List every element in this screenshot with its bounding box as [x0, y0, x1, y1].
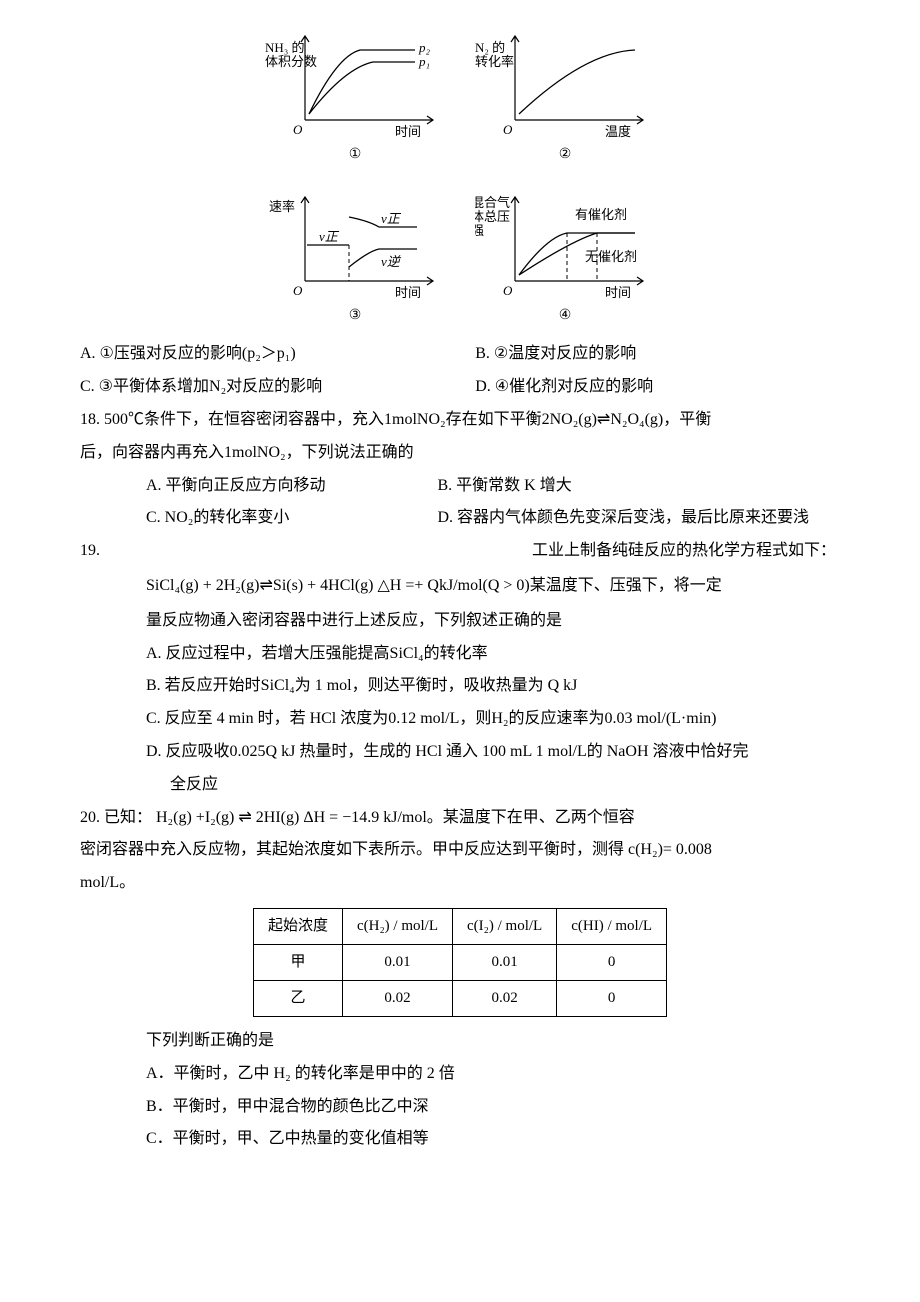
diagram-4: 混合气体总压强 有催化剂 无催化剂 O 时间 ④: [475, 191, 655, 328]
q20-optC: C．平衡时，甲、乙中热量的变化值相等: [80, 1125, 840, 1154]
q19-optC: C. 反应至 4 min 时，若 HCl 浓度为0.12 mol/L，则H₂的反…: [80, 705, 840, 734]
q19-optB: B. 若反应开始时SiCl₄为 1 mol，则达平衡时，吸收热量为 Q kJ: [80, 672, 840, 701]
q18-optD: D. 容器内气体颜色先变深后变浅，最后比原来还要浅: [437, 504, 809, 533]
d2-x: 温度: [605, 124, 631, 139]
q17-optB: B. ②温度对反应的影响: [475, 340, 840, 369]
q20-stem1: 20. 已知： H₂(g) +I₂(g) ⇌ 2HI(g) ΔH = −14.9…: [80, 804, 840, 833]
q18-row-cd: C. NO₂的转化率变小 D. 容器内气体颜色先变深后变浅，最后比原来还要浅: [80, 504, 840, 533]
td: 0: [557, 980, 667, 1016]
q18-row-ab: A. 平衡向正反应方向移动 B. 平衡常数 K 增大: [80, 472, 840, 501]
td: 乙: [253, 980, 342, 1016]
q20-table: 起始浓度 c(H₂) / mol/L c(I₂) / mol/L c(HI) /…: [253, 908, 667, 1017]
q17-diagrams: NH₃ 的体积分数 p₂ p₁ O 时间 ① N₂ 的转化率 O 温度 ②: [80, 20, 840, 336]
q17-row-ab: A. ①压强对反应的影响(p₂＞p₁) B. ②温度对反应的影响: [80, 340, 840, 369]
d1-y1: NH₃ 的体积分数: [265, 40, 317, 69]
th-1: c(H₂) / mol/L: [342, 908, 452, 944]
diagram-3: 速率 v正 v正 v逆 O 时间 ③: [265, 191, 445, 328]
q20-optB: B．平衡时，甲中混合物的颜色比乙中深: [80, 1093, 840, 1122]
q17-optA: A. ①压强对反应的影响(p₂＞p₁): [80, 340, 475, 369]
d3-circ: ③: [349, 308, 362, 323]
q20-stem3: mol/L。: [80, 869, 840, 898]
td: 0.01: [453, 944, 557, 980]
td: 0.01: [342, 944, 452, 980]
td: 0.02: [342, 980, 452, 1016]
table-row: 甲 0.01 0.01 0: [253, 944, 666, 980]
d1-x: 时间: [395, 124, 421, 139]
d1-circ: ①: [349, 147, 362, 162]
d2-y: N₂ 的转化率: [475, 40, 514, 69]
q19-stem1: 19. 工业上制备纯硅反应的热化学方程式如下：: [80, 537, 840, 566]
td: 0: [557, 944, 667, 980]
d3-v2: v正: [381, 211, 402, 226]
q19-eq: SiCl₄(g) + 2H₂(g)⇌Si(s) + 4HCl(g) △H =+ …: [80, 572, 840, 601]
d4-y: 混合气体总压强: [475, 195, 510, 238]
q17-optD: D. ④催化剂对反应的影响: [475, 373, 840, 402]
d4-circ: ④: [559, 308, 572, 323]
q18-optA: A. 平衡向正反应方向移动: [146, 472, 437, 501]
d4-x: 时间: [605, 285, 631, 300]
q20-optA: A．平衡时，乙中 H₂ 的转化率是甲中的 2 倍: [80, 1060, 840, 1089]
q18-stem2: 后，向容器内再充入1molNO₂，下列说法正确的: [80, 439, 840, 468]
q19-optD2: 全反应: [80, 771, 840, 800]
d2-o: O: [503, 122, 513, 137]
diagram-1: NH₃ 的体积分数 p₂ p₁ O 时间 ①: [265, 30, 445, 167]
q19-optA: A. 反应过程中，若增大压强能提高SiCl₄的转化率: [80, 640, 840, 669]
d3-o: O: [293, 283, 303, 298]
q18-optB: B. 平衡常数 K 增大: [437, 472, 571, 501]
d3-y: 速率: [269, 199, 295, 214]
q20-stem2: 密闭容器中充入反应物，其起始浓度如下表所示。甲中反应达到平衡时，测得 c(H₂)…: [80, 836, 840, 865]
q18-optC: C. NO₂的转化率变小: [146, 504, 437, 533]
q19-optD1: D. 反应吸收0.025Q kJ 热量时，生成的 HCl 通入 100 mL 1…: [80, 738, 840, 767]
d4-o: O: [503, 283, 513, 298]
q18-stem1: 18. 500℃条件下，在恒容密闭容器中，充入1molNO₂存在如下平衡2NO₂…: [80, 406, 840, 435]
diagram-2: N₂ 的转化率 O 温度 ②: [475, 30, 655, 167]
d1-o: O: [293, 122, 303, 137]
q19-stem2: 量反应物通入密闭容器中进行上述反应，下列叙述正确的是: [80, 607, 840, 636]
q17-row-cd: C. ③平衡体系增加N₂对反应的影响 D. ④催化剂对反应的影响: [80, 373, 840, 402]
th-3: c(HI) / mol/L: [557, 908, 667, 944]
table-row: 乙 0.02 0.02 0: [253, 980, 666, 1016]
d1-p2: p₂: [418, 40, 431, 55]
d2-circ: ②: [559, 147, 572, 162]
th-2: c(I₂) / mol/L: [453, 908, 557, 944]
d4-l1: 有催化剂: [575, 207, 627, 222]
q17-optC: C. ③平衡体系增加N₂对反应的影响: [80, 373, 475, 402]
q19-num: 19.: [80, 537, 100, 566]
th-0: 起始浓度: [253, 908, 342, 944]
td: 0.02: [453, 980, 557, 1016]
d3-v1: v正: [319, 229, 340, 244]
td: 甲: [253, 944, 342, 980]
d3-x: 时间: [395, 285, 421, 300]
d1-p1: p₁: [418, 54, 430, 69]
q19-stem-right: 工业上制备纯硅反应的热化学方程式如下：: [100, 537, 840, 566]
q20-stem4: 下列判断正确的是: [80, 1027, 840, 1056]
d4-l2: 无催化剂: [585, 249, 637, 264]
d3-v3: v逆: [381, 254, 402, 269]
table-header-row: 起始浓度 c(H₂) / mol/L c(I₂) / mol/L c(HI) /…: [253, 908, 666, 944]
